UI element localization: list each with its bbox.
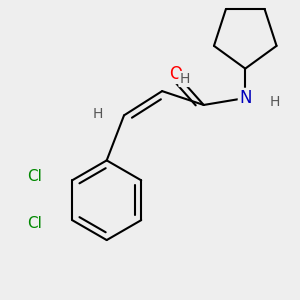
Text: H: H xyxy=(269,94,280,109)
Text: N: N xyxy=(239,89,251,107)
Text: Cl: Cl xyxy=(27,216,41,231)
Text: H: H xyxy=(93,106,103,121)
Text: O: O xyxy=(169,65,182,83)
Text: H: H xyxy=(179,72,190,86)
Text: Cl: Cl xyxy=(27,169,41,184)
